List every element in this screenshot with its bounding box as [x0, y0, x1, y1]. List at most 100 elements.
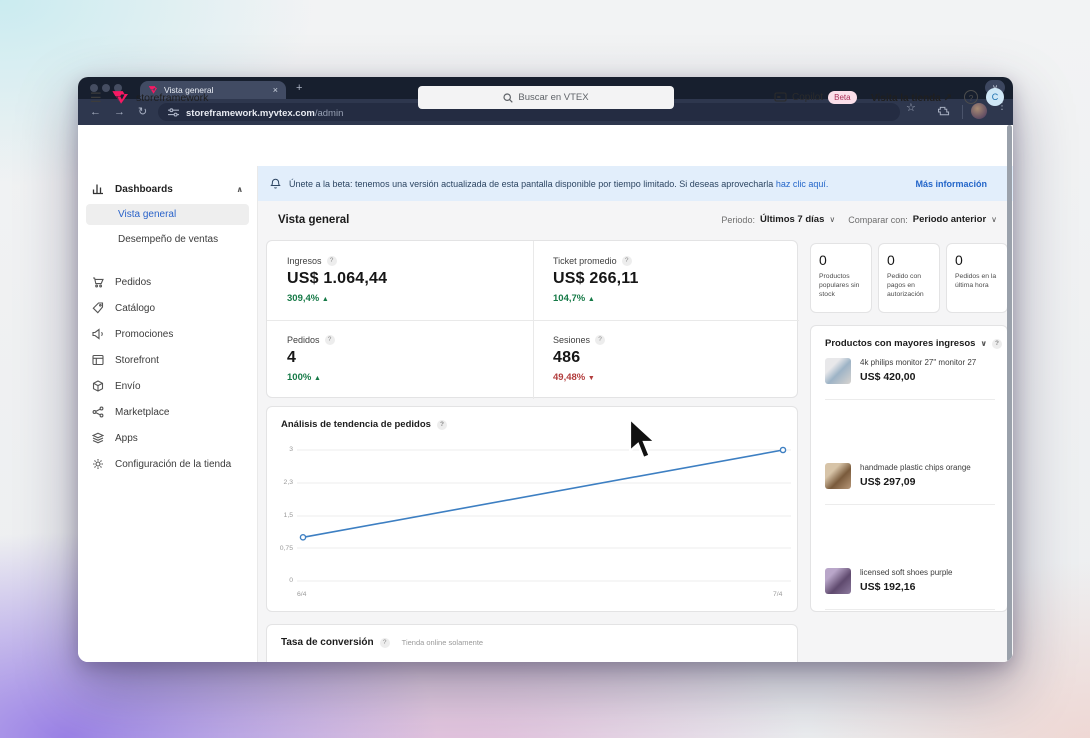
alert-card-pagos[interactable]: 0 Pedido con pagos en autorización	[878, 243, 940, 313]
trend-arrow-icon: ▲	[587, 296, 595, 303]
alert-card-stock[interactable]: 0 Productos populares sin stock	[810, 243, 872, 313]
metric-value: US$ 1.064,44	[287, 270, 388, 287]
chevron-down-icon[interactable]: ∨	[980, 339, 987, 348]
metric-delta: 104,7% ▲	[553, 293, 595, 304]
address-bar[interactable]: storeframework.myvtex.com/admin	[158, 103, 900, 121]
sidebar-item-promociones[interactable]: Promociones	[78, 321, 257, 347]
main-content: Únete a la beta: tenemos una versión act…	[258, 166, 1013, 662]
box-icon	[92, 380, 105, 393]
alert-card-ultima-hora[interactable]: 0 Pedidos en la última hora	[946, 243, 1008, 313]
product-thumbnail	[825, 568, 851, 594]
traffic-light-close[interactable]	[90, 84, 98, 92]
site-settings-icon[interactable]	[168, 107, 179, 117]
copilot-chat-icon	[774, 92, 787, 102]
browser-profile-avatar[interactable]	[971, 103, 987, 119]
compare-select[interactable]: Periodo anterior	[912, 214, 987, 225]
help-badge-icon[interactable]: ?	[595, 335, 606, 345]
browser-tab[interactable]: Vista general ×	[140, 81, 286, 99]
top-products-card: Productos con mayores ingresos ∨ ? 4k ph…	[810, 325, 1008, 612]
vtex-search-input[interactable]: Buscar en VTEX	[418, 86, 674, 109]
metric-value: US$ 266,11	[553, 270, 639, 287]
megaphone-icon	[92, 328, 105, 341]
browser-menu-icon[interactable]: ⋮	[997, 101, 1007, 112]
product-row[interactable]: 4k philips monitor 27" monitor 27 US$ 420…	[825, 358, 995, 384]
vtex-logo[interactable]	[112, 89, 129, 105]
cart-icon	[92, 276, 105, 289]
product-thumbnail	[825, 358, 851, 384]
reload-icon[interactable]: ↻	[138, 106, 148, 118]
banner-link[interactable]: haz clic aquí.	[775, 178, 829, 189]
period-controls: Periodo: Últimos 7 días ∨ Comparar con: …	[721, 214, 997, 225]
metric-delta: 309,4% ▲	[287, 293, 329, 304]
more-info-link[interactable]: Más información	[915, 178, 987, 189]
product-row[interactable]: licensed soft shoes purple US$ 192,16	[825, 568, 995, 594]
search-icon	[503, 92, 514, 103]
trend-arrow-icon: ▲	[313, 375, 321, 382]
top-products-title: Productos con mayores ingresos	[825, 338, 976, 349]
sidebar-group-label: Dashboards	[115, 183, 173, 195]
user-avatar[interactable]: C	[986, 88, 1004, 106]
new-tab-button[interactable]: +	[296, 82, 303, 94]
tag-icon	[92, 302, 105, 315]
compare-label: Comparar con:	[848, 214, 908, 225]
orders-trend-card: Análisis de tendencia de pedidos ? 3 2,3…	[266, 406, 798, 612]
extensions-icon[interactable]	[938, 106, 950, 118]
chevron-up-icon: ∧	[236, 184, 244, 194]
traffic-light-zoom[interactable]	[114, 84, 122, 92]
url-path: /admin	[314, 108, 344, 119]
bookmark-star-icon[interactable]: ☆	[906, 102, 916, 114]
account-name[interactable]: storeframework	[136, 92, 209, 104]
metric-delta: 49,48% ▼	[553, 372, 595, 383]
help-badge-icon[interactable]: ?	[379, 637, 390, 648]
help-badge-icon[interactable]: ?	[991, 338, 1002, 349]
chevron-down-icon[interactable]: ∨	[829, 215, 836, 224]
conversion-card: Tasa de conversión ? Tienda online solam…	[266, 624, 798, 662]
stack-icon	[92, 432, 105, 445]
menu-hamburger-icon[interactable]: ☰	[90, 90, 102, 105]
help-badge-icon[interactable]: ?	[324, 335, 335, 345]
sidebar-item-pedidos[interactable]: Pedidos	[78, 269, 257, 295]
mouse-cursor	[628, 418, 658, 460]
sidebar-item-vista-general[interactable]: Vista general	[86, 204, 249, 225]
help-badge-icon[interactable]: ?	[326, 256, 337, 266]
toolbar-divider	[962, 105, 963, 119]
period-label: Periodo:	[721, 214, 755, 225]
visit-store-link[interactable]: Visita la tienda ↗	[871, 93, 953, 104]
help-badge-icon[interactable]: ?	[436, 419, 447, 430]
sidebar-group-dashboards[interactable]: Dashboards ∧	[78, 178, 257, 200]
back-icon[interactable]: ←	[90, 106, 101, 118]
bell-icon	[270, 178, 281, 189]
tab-close-icon[interactable]: ×	[272, 84, 278, 95]
browser-window: Vista general × + ∨ ← → ↻ storeframework…	[78, 77, 1013, 662]
bar-chart-icon	[92, 183, 105, 196]
period-select[interactable]: Últimos 7 días	[759, 214, 825, 225]
sidebar-item-envio[interactable]: Envío	[78, 373, 257, 399]
x-tick: 6/4	[297, 591, 307, 598]
metric-value: 486	[553, 349, 581, 366]
sidebar-item-configuracion[interactable]: Configuración de la tienda	[78, 451, 257, 477]
sidebar-item-desempeno-de-ventas[interactable]: Desempeño de ventas	[118, 234, 219, 245]
help-icon[interactable]: ?	[964, 90, 978, 104]
product-row[interactable]: handmade plastic chips orange US$ 297,09	[825, 463, 995, 489]
forward-icon[interactable]: →	[114, 106, 125, 118]
sidebar-item-apps[interactable]: Apps	[78, 425, 257, 451]
chevron-down-icon[interactable]: ∨	[991, 215, 997, 224]
help-badge-icon[interactable]: ?	[621, 256, 632, 266]
metric-ingresos: Ingresos? US$ 1.064,44 309,4% ▲	[267, 241, 533, 320]
banner-text: Únete a la beta: tenemos una versión act…	[289, 178, 829, 189]
metrics-card: Ingresos? US$ 1.064,44 309,4% ▲ Ticket p…	[266, 240, 799, 399]
conversion-note: Tienda online solamente	[401, 638, 484, 647]
traffic-light-minimize[interactable]	[102, 84, 110, 92]
metric-sesiones: Sesiones? 486 49,48% ▼	[533, 320, 799, 399]
copilot-label: Copilot	[792, 92, 824, 103]
y-tick: 0,75	[279, 545, 293, 552]
admin-topbar	[78, 125, 1013, 167]
sidebar-item-catalogo[interactable]: Catálogo	[78, 295, 257, 321]
sidebar-item-marketplace[interactable]: Marketplace	[78, 399, 257, 425]
admin-sidebar: Dashboards ∧ Vista general Desempeño de …	[78, 166, 258, 662]
page-scrollbar[interactable]	[1007, 125, 1012, 662]
copilot-button[interactable]: Copilot Beta	[774, 91, 857, 104]
sidebar-item-storefront[interactable]: Storefront	[78, 347, 257, 373]
x-tick: 7/4	[773, 591, 783, 598]
